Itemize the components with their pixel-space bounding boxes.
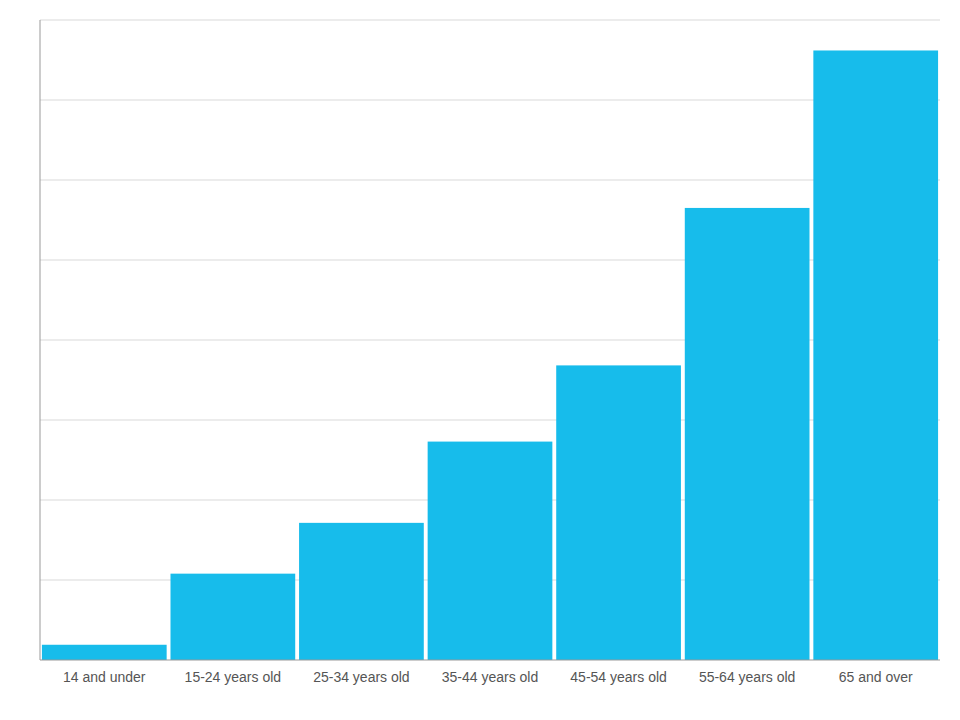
x-axis-line [40,660,940,661]
x-tick-label: 25-34 years old [313,669,410,685]
x-tick-label: 55-64 years old [699,669,796,685]
bar [556,365,681,660]
x-tick-label: 14 and under [63,669,146,685]
x-tick-label: 15-24 years old [185,669,282,685]
bar [171,574,296,660]
x-tick-label: 65 and over [839,669,913,685]
x-tick-label: 35-44 years old [442,669,539,685]
grid-line [40,20,940,21]
chart-container: 14 and under 15-24 years old 25-34 years o… [0,0,960,720]
bar [299,523,424,660]
bar [42,645,167,660]
bars [42,50,938,660]
x-tick-label: 45-54 years old [570,669,667,685]
chart-svg: 14 and under 15-24 years old 25-34 years o… [0,0,960,720]
bar [428,442,553,660]
bar [813,50,938,660]
grid-line [40,180,940,181]
y-axis-line [40,20,41,660]
bar [685,208,810,660]
grid-line [40,100,940,101]
